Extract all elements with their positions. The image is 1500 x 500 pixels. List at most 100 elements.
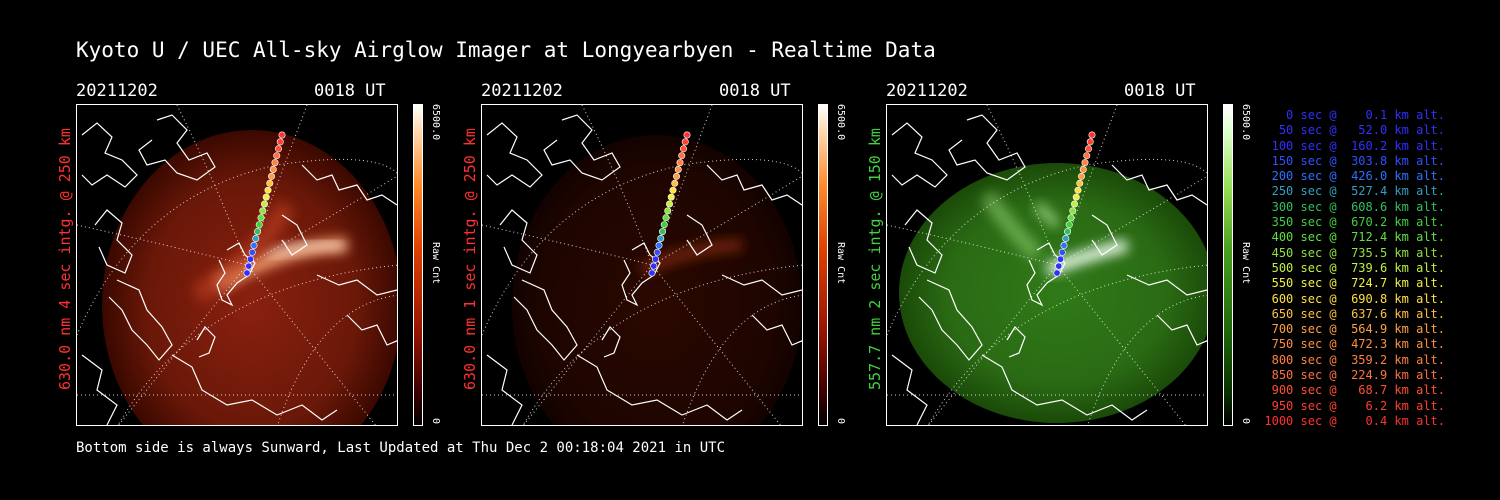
panel-2-colorbar-label: Raw Cnt [835, 242, 846, 285]
trajectory-point [1079, 165, 1087, 173]
panel-3-colorbar-min: 0 [1240, 418, 1251, 425]
page-title: Kyoto U / UEC All-sky Airglow Imager at … [76, 38, 936, 62]
trajectory-point [1081, 159, 1089, 167]
legend-row: 300 sec @ 608.6 km alt. [1264, 199, 1445, 214]
trajectory-point [652, 255, 660, 263]
trajectory-point [659, 228, 667, 236]
trajectory-point [681, 138, 689, 146]
trajectory-point [252, 235, 260, 243]
trajectory-point [667, 193, 675, 201]
trajectory-point [271, 159, 279, 167]
panel-3-colorbar-max: 6500.0 [1240, 104, 1251, 141]
altitude-legend: 0 sec @ 0.1 km alt. 50 sec @ 52.0 km alt… [1260, 108, 1445, 429]
trajectory-point [660, 221, 668, 229]
panel-3-colorbar-label: Raw Cnt [1240, 242, 1251, 285]
panel-1-time: 0018 UT [314, 81, 386, 101]
trajectory-point [1062, 235, 1070, 243]
legend-row: 450 sec @ 735.5 km alt. [1264, 245, 1445, 260]
trajectory-point [653, 248, 661, 256]
trajectory-point [1057, 255, 1065, 263]
trajectory-point [1072, 193, 1080, 201]
legend-row: 500 sec @ 739.6 km alt. [1264, 260, 1445, 275]
trajectory-point [662, 214, 670, 222]
trajectory-point [1078, 172, 1086, 180]
trajectory-point [273, 152, 281, 160]
legend-row: 1000 sec @ 0.4 km alt. [1264, 413, 1445, 428]
legend-row: 850 sec @ 224.9 km alt. [1264, 368, 1445, 383]
trajectory-point [650, 262, 658, 270]
trajectory-point [264, 186, 272, 194]
trajectory-point [250, 241, 258, 249]
legend-row: 400 sec @ 712.4 km alt. [1264, 230, 1445, 245]
legend-row: 600 sec @ 690.8 km alt. [1264, 291, 1445, 306]
panel-1-ylabel: 630.0 nm 4 sec intg. @ 250 km [56, 128, 74, 390]
trajectory-point [683, 131, 691, 139]
panel-1-colorbar-label: Raw Cnt [430, 242, 441, 285]
legend-row: 150 sec @ 303.8 km alt. [1264, 153, 1445, 168]
trajectory-point [680, 145, 688, 153]
trajectory-point [247, 255, 255, 263]
legend-row: 100 sec @ 160.2 km alt. [1264, 138, 1445, 153]
legend-row: 800 sec @ 359.2 km alt. [1264, 352, 1445, 367]
trajectory-point [1076, 179, 1084, 187]
panel-3-colorbar [1223, 104, 1233, 426]
trajectory-point [276, 138, 284, 146]
panel-1-image [76, 104, 398, 426]
panel-2-image [481, 104, 803, 426]
trajectory-point [268, 172, 276, 180]
trajectory-point [1067, 214, 1075, 222]
trajectory-point [673, 172, 681, 180]
trajectory-point [259, 207, 267, 215]
trajectory-point [275, 145, 283, 153]
legend-row: 50 sec @ 52.0 km alt. [1264, 123, 1445, 138]
trajectory-point [1060, 241, 1068, 249]
trajectory-point [266, 179, 274, 187]
trajectory-point [1083, 152, 1091, 160]
panel-1-colorbar-min: 0 [430, 418, 441, 425]
trajectory-point [671, 179, 679, 187]
legend-row: 700 sec @ 564.9 km alt. [1264, 322, 1445, 337]
legend-row: 900 sec @ 68.7 km alt. [1264, 383, 1445, 398]
panel-1-colorbar-max: 6500.0 [430, 104, 441, 141]
trajectory-point [1085, 145, 1093, 153]
panel-2-time: 0018 UT [719, 81, 791, 101]
panel-3-time: 0018 UT [1124, 81, 1196, 101]
trajectory-point [1069, 207, 1077, 215]
legend-row: 200 sec @ 426.0 km alt. [1264, 169, 1445, 184]
panel-1-date: 20211202 [76, 81, 158, 101]
legend-row: 950 sec @ 6.2 km alt. [1264, 398, 1445, 413]
legend-row: 350 sec @ 670.2 km alt. [1264, 215, 1445, 230]
panel-3-ylabel: 557.7 nm 2 sec intg. @ 150 km [866, 128, 884, 390]
footer-status: Bottom side is always Sunward, Last Upda… [76, 440, 726, 456]
trajectory-point [269, 165, 277, 173]
trajectory-point [1074, 186, 1082, 194]
panel-3-map [887, 105, 1207, 425]
trajectory-point [254, 228, 262, 236]
panel-2-colorbar-max: 6500.0 [835, 104, 846, 141]
legend-row: 750 sec @ 472.3 km alt. [1264, 337, 1445, 352]
trajectory-point [1065, 221, 1073, 229]
trajectory-point [255, 221, 263, 229]
trajectory-point [257, 214, 265, 222]
trajectory-point [1086, 138, 1094, 146]
panel-2-date: 20211202 [481, 81, 563, 101]
trajectory-point [1053, 269, 1061, 277]
legend-row: 650 sec @ 637.6 km alt. [1264, 306, 1445, 321]
trajectory-point [648, 269, 656, 277]
trajectory-point [243, 269, 251, 277]
trajectory-point [664, 207, 672, 215]
legend-row: 0 sec @ 0.1 km alt. [1264, 108, 1445, 122]
trajectory-point [678, 152, 686, 160]
trajectory-point [1064, 228, 1072, 236]
trajectory-point [1058, 248, 1066, 256]
legend-row: 250 sec @ 527.4 km alt. [1264, 184, 1445, 199]
trajectory-point [676, 159, 684, 167]
trajectory-point [657, 235, 665, 243]
trajectory-point [245, 262, 253, 270]
trajectory-point [278, 131, 286, 139]
panel-2-colorbar [818, 104, 828, 426]
panel-2-map [482, 105, 802, 425]
trajectory-point [1088, 131, 1096, 139]
panel-2-colorbar-min: 0 [835, 418, 846, 425]
panel-1-map [77, 105, 397, 425]
